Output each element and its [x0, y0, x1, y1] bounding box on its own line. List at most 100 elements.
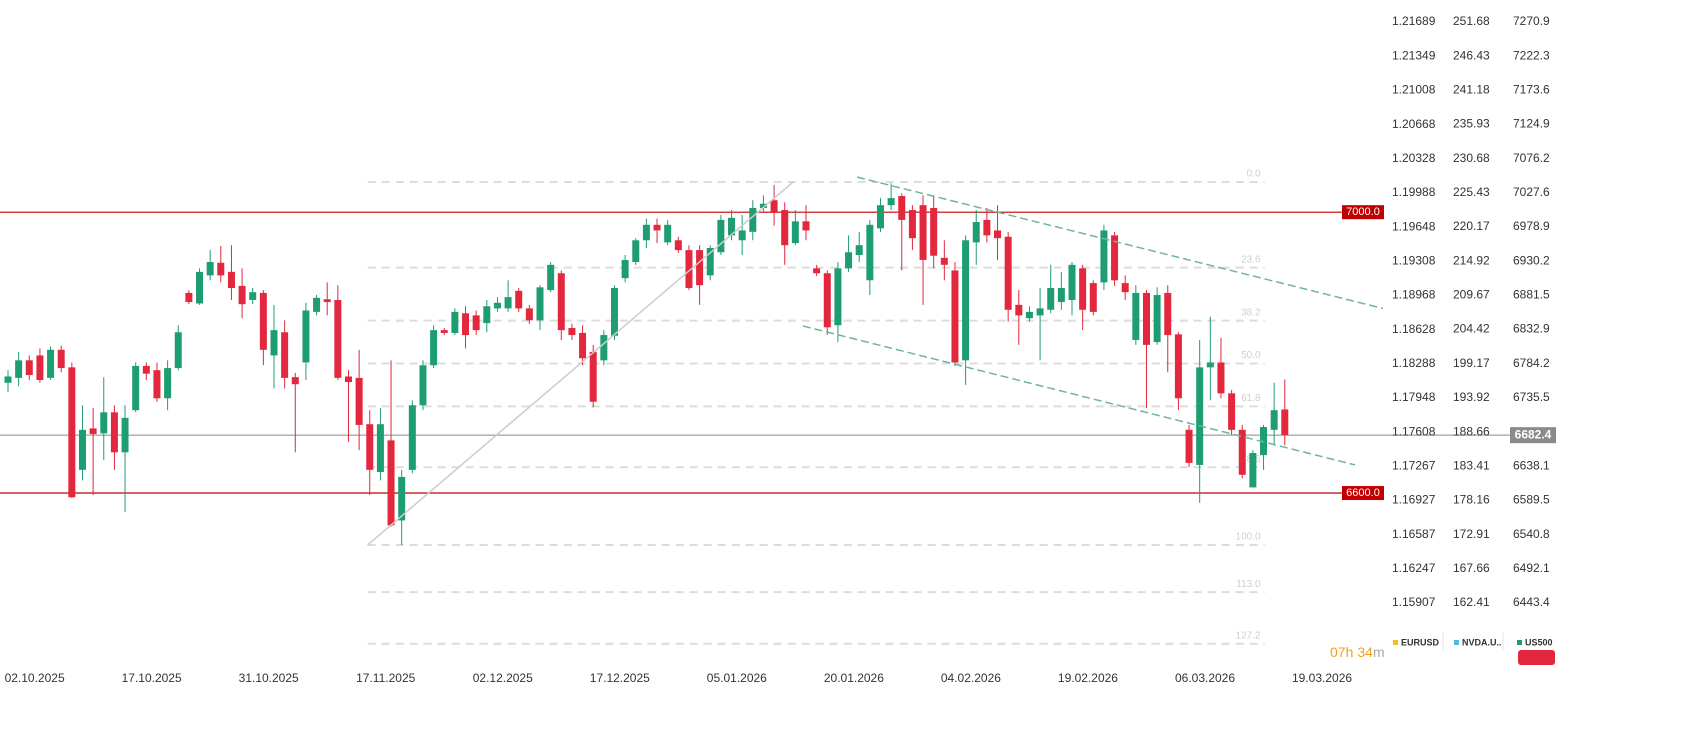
- candle-body: [1079, 268, 1087, 310]
- y-tick-label: 204.42: [1453, 322, 1490, 336]
- candle-body: [4, 376, 12, 383]
- candle-body: [749, 207, 757, 232]
- y-tick-label: 241.18: [1453, 83, 1490, 97]
- candle-body: [164, 368, 172, 399]
- candle-body: [100, 412, 108, 434]
- candle-body: [366, 424, 374, 470]
- y-tick-label: 6540.8: [1513, 527, 1550, 541]
- x-tick-label: 19.02.2026: [1058, 671, 1118, 685]
- y-tick-label: 1.20668: [1392, 117, 1436, 131]
- candle-body: [1111, 235, 1119, 281]
- candle-body: [1196, 367, 1204, 465]
- y-tick-label: 167.66: [1453, 561, 1490, 575]
- legend-label: EURUSD: [1401, 637, 1440, 647]
- y-tick-label: 183.41: [1453, 458, 1490, 472]
- candle-body: [1249, 453, 1257, 488]
- candle-body: [1036, 308, 1044, 316]
- candle-body: [845, 252, 853, 269]
- x-tick-label: 17.10.2025: [122, 671, 182, 685]
- candle-body: [493, 302, 501, 309]
- x-tick-label: 31.10.2025: [239, 671, 299, 685]
- candle-body: [440, 330, 448, 333]
- fib-label: 50.0: [1241, 350, 1261, 361]
- fib-label: 23.6: [1241, 254, 1261, 265]
- candle-body: [1206, 362, 1214, 368]
- y-tick-label: 1.19308: [1392, 253, 1436, 267]
- candle-body: [227, 271, 235, 289]
- candle-body: [472, 315, 480, 331]
- y-tick-label: 7124.9: [1513, 117, 1550, 131]
- y-tick-label: 6638.1: [1513, 458, 1550, 472]
- candle-body: [1047, 288, 1055, 310]
- candle-body: [1238, 429, 1246, 475]
- candle-body: [642, 224, 650, 241]
- y-tick-label: 6589.5: [1513, 493, 1550, 507]
- candle-body: [610, 288, 618, 336]
- candle-body: [1132, 292, 1140, 340]
- trend-line: [856, 176, 1383, 310]
- candle-body: [898, 196, 906, 220]
- level-label: 7000.0: [1346, 206, 1380, 218]
- candle-body: [483, 306, 491, 324]
- candle-body: [313, 297, 321, 312]
- candle-body: [185, 292, 193, 303]
- y-tick-label: 1.18628: [1392, 322, 1436, 336]
- x-tick-label: 04.02.2026: [941, 671, 1001, 685]
- candle-body: [547, 264, 555, 291]
- level-label: 6600.0: [1346, 487, 1380, 499]
- y-tick-label: 172.91: [1453, 527, 1490, 541]
- timer-minutes: 34: [1357, 644, 1373, 660]
- y-tick-label: 1.18288: [1392, 356, 1436, 370]
- fib-label: 38.2: [1241, 307, 1261, 318]
- y-tick-label: 1.17608: [1392, 424, 1436, 438]
- legend-label: NVDA.U..: [1462, 637, 1502, 647]
- candle-body: [68, 367, 76, 498]
- x-tick-label: 17.11.2025: [356, 671, 415, 685]
- last-price-label: 6682.4: [1515, 427, 1552, 441]
- candle-body: [568, 328, 576, 336]
- y-tick-label: 220.17: [1453, 219, 1490, 233]
- y-tick-label: 1.18968: [1392, 288, 1436, 302]
- level-box: [1342, 486, 1384, 501]
- candle-body: [791, 221, 799, 244]
- candle-body: [1121, 283, 1129, 293]
- candle-body: [1217, 362, 1225, 394]
- candle-body: [238, 285, 246, 305]
- legend-bar: [1518, 650, 1555, 665]
- candle-body: [855, 245, 863, 256]
- candle-body: [876, 205, 884, 229]
- candle-body: [78, 429, 86, 470]
- candle-body: [1004, 236, 1012, 310]
- candle-body: [1260, 427, 1268, 456]
- candle-body: [770, 200, 778, 213]
- x-tick-label: 19.03.2026: [1292, 671, 1352, 685]
- candle-body: [728, 217, 736, 236]
- y-tick-label: 1.15907: [1392, 595, 1436, 609]
- candle-body: [813, 268, 821, 274]
- candle-body: [57, 349, 65, 369]
- candle-body: [281, 332, 289, 378]
- candle-body: [174, 332, 182, 369]
- candle-body: [430, 330, 438, 366]
- y-tick-label: 1.20328: [1392, 151, 1436, 165]
- legend-swatch: [1454, 640, 1459, 645]
- candle-body: [132, 365, 140, 411]
- candle-body: [1015, 304, 1023, 316]
- candle-body: [408, 405, 416, 470]
- candle-body: [1057, 288, 1065, 303]
- candle-body: [919, 205, 927, 260]
- candle-body: [717, 219, 725, 253]
- y-tick-label: 7027.6: [1513, 185, 1550, 199]
- candle-body: [15, 360, 23, 378]
- fib-label: 113.0: [1236, 579, 1261, 590]
- y-tick-label: 1.16247: [1392, 561, 1436, 575]
- y-tick-label: 178.16: [1453, 493, 1490, 507]
- y-tick-label: 1.19648: [1392, 219, 1436, 233]
- candle-body: [515, 290, 523, 309]
- legend-swatch: [1517, 640, 1522, 645]
- candle-body: [1174, 334, 1182, 399]
- candle-body: [866, 224, 874, 281]
- candle-body: [462, 313, 470, 336]
